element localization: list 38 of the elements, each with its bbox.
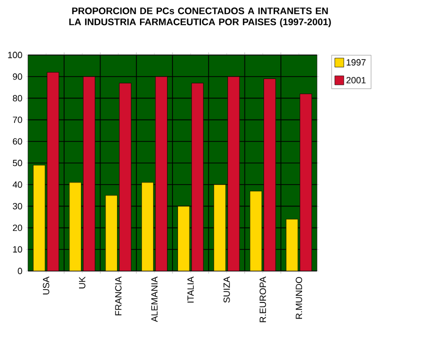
y-tick-label: 20	[12, 224, 22, 231]
y-tick-label: 100	[8, 52, 22, 58]
x-tick-label: ALEMANIA	[151, 276, 158, 322]
bar	[286, 218, 298, 271]
bar	[264, 78, 276, 271]
x-tick-label: R.MUNDO	[296, 276, 302, 319]
legend-label: 1997	[346, 59, 366, 66]
y-tick-label: 60	[12, 138, 22, 145]
x-tick-label: ITALIA	[187, 276, 194, 303]
bar	[33, 164, 46, 271]
y-tick-label: 30	[12, 202, 22, 210]
y-tick-label: 10	[13, 246, 22, 253]
y-tick-label: 70	[12, 116, 22, 123]
x-tick-label: R.EUROPA	[260, 276, 266, 322]
bar	[82, 76, 96, 271]
bar	[300, 94, 312, 271]
y-tick-label: 50	[12, 160, 22, 166]
chart-title: PROPORCION DE PCs CONECTADOS A INTRANETS EN LA INDUSTRIA FARMACEUTICA POR PAISES (1997-2001)	[69, 8, 331, 28]
bar	[178, 206, 190, 271]
y-tick-label: 90	[12, 73, 22, 80]
bar	[141, 182, 154, 271]
bar	[214, 184, 226, 271]
bar	[46, 72, 60, 271]
bar	[191, 82, 204, 271]
y-tick-label: 0	[18, 268, 22, 274]
bar	[105, 195, 118, 271]
bar	[119, 82, 132, 271]
y-tick-label: 80	[12, 95, 22, 102]
bar	[155, 76, 168, 271]
x-tick-label: FRANCIA	[115, 276, 122, 316]
bar	[250, 190, 262, 271]
y-tick-label: 40	[12, 181, 22, 188]
legend-label: 2001	[346, 76, 366, 84]
bar	[227, 76, 240, 271]
x-tick-label: USA	[42, 276, 50, 294]
x-tick-label: SUIZA	[223, 276, 230, 303]
bar	[69, 182, 82, 271]
x-tick-label: UK	[79, 276, 86, 288]
